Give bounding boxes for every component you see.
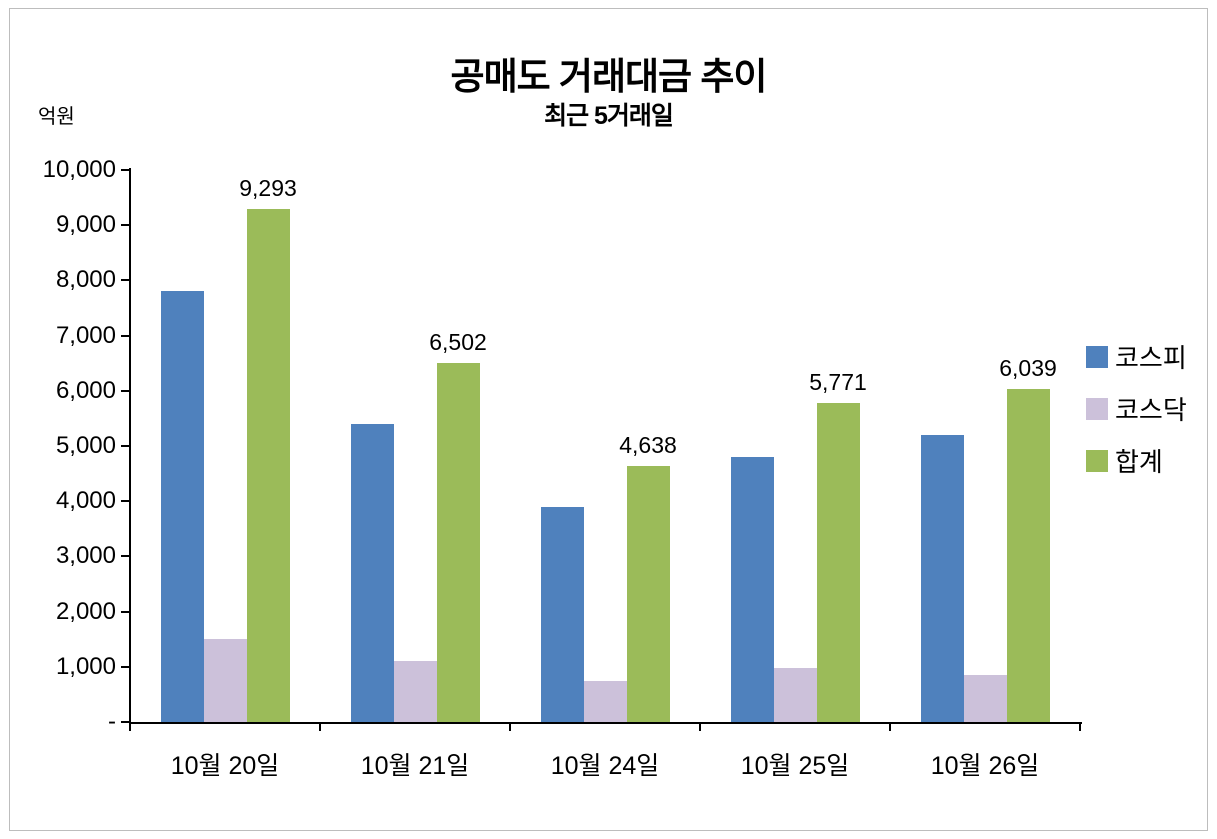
y-axis-tick-mark bbox=[121, 721, 129, 723]
y-axis-tick-label: 8,000 bbox=[55, 266, 116, 294]
y-axis-tick-mark bbox=[121, 445, 129, 447]
bar-합계 bbox=[816, 403, 860, 722]
y-axis-tick-label: 4,000 bbox=[55, 487, 116, 515]
bar-코스피 bbox=[730, 457, 774, 722]
x-axis-line bbox=[129, 722, 1082, 724]
bar-data-label: 4,638 bbox=[619, 432, 677, 458]
legend-item: 코스닥 bbox=[1086, 390, 1187, 427]
bar-data-label: 6,502 bbox=[429, 329, 487, 355]
legend-label: 합계 bbox=[1115, 447, 1163, 477]
legend-swatch bbox=[1086, 397, 1108, 420]
y-axis-unit-label: 억원 bbox=[38, 106, 75, 128]
bar-합계 bbox=[246, 209, 290, 722]
x-axis-label: 10월 26일 bbox=[930, 752, 1040, 780]
bar-data-label: 5,771 bbox=[809, 369, 867, 395]
bar-코스피 bbox=[920, 435, 964, 722]
y-axis-tick-mark bbox=[121, 169, 129, 171]
y-axis-tick-label: 1,000 bbox=[55, 652, 116, 680]
x-axis-tick-mark bbox=[509, 722, 511, 731]
bar-코스피 bbox=[350, 424, 394, 722]
plot-area: 9,293 6,502 4,638 5,771 6,039 bbox=[130, 170, 1080, 722]
legend-label: 코스피 bbox=[1115, 343, 1187, 373]
x-axis-tick-mark bbox=[129, 722, 131, 731]
legend-item: 코스피 bbox=[1086, 338, 1187, 375]
x-axis-tick-mark bbox=[1079, 722, 1081, 731]
x-axis-tick-mark bbox=[889, 722, 891, 731]
x-axis-label: 10월 20일 bbox=[170, 752, 280, 780]
y-axis-tick-label: 10,000 bbox=[42, 156, 116, 183]
bar-코스피 bbox=[160, 291, 204, 722]
y-axis-line bbox=[129, 168, 131, 724]
chart-title: 공매도 거래대금 추이 bbox=[450, 56, 768, 97]
y-axis-tick-mark bbox=[121, 279, 129, 282]
legend-label: 코스닥 bbox=[1115, 395, 1187, 425]
y-axis-tick-mark bbox=[121, 555, 129, 558]
x-axis-tick-mark bbox=[699, 722, 701, 731]
y-axis-tick-mark bbox=[121, 389, 129, 392]
bar-합계 bbox=[626, 466, 670, 722]
bar-data-label: 6,039 bbox=[999, 355, 1057, 381]
y-axis-tick-label: 7,000 bbox=[55, 321, 116, 349]
bar-합계 bbox=[1006, 389, 1050, 722]
y-axis-tick-mark bbox=[121, 500, 129, 503]
y-axis-tick-mark bbox=[121, 334, 129, 337]
y-axis-tick-label: 9,000 bbox=[55, 211, 116, 239]
bar-코스닥 bbox=[203, 639, 247, 722]
bar-data-label: 9,293 bbox=[239, 175, 297, 201]
legend-item: 합계 bbox=[1086, 442, 1187, 479]
chart-subtitle: 최근 5거래일 bbox=[544, 102, 674, 130]
x-axis-label: 10월 24일 bbox=[550, 752, 660, 780]
y-axis-tick-mark bbox=[121, 224, 129, 227]
bar-코스닥 bbox=[773, 668, 817, 722]
y-axis-tick-label: 2,000 bbox=[55, 597, 116, 625]
y-axis-tick-label: 5,000 bbox=[55, 432, 116, 459]
bar-코스닥 bbox=[963, 675, 1007, 722]
x-axis-label: 10월 25일 bbox=[740, 752, 850, 780]
bar-코스닥 bbox=[583, 681, 627, 722]
x-axis-label: 10월 21일 bbox=[360, 752, 470, 780]
y-axis-tick-label: 6,000 bbox=[55, 376, 116, 404]
x-axis-tick-mark bbox=[319, 722, 321, 731]
legend-swatch bbox=[1086, 345, 1108, 368]
y-axis-tick-mark bbox=[121, 665, 129, 668]
y-axis-tick-label: 3,000 bbox=[55, 542, 116, 570]
bar-합계 bbox=[436, 363, 480, 722]
y-axis-tick-mark bbox=[121, 610, 129, 613]
legend-swatch bbox=[1086, 449, 1108, 472]
y-axis-tick-label: - bbox=[108, 708, 116, 735]
bar-코스닥 bbox=[393, 661, 437, 722]
bar-코스피 bbox=[540, 507, 584, 722]
